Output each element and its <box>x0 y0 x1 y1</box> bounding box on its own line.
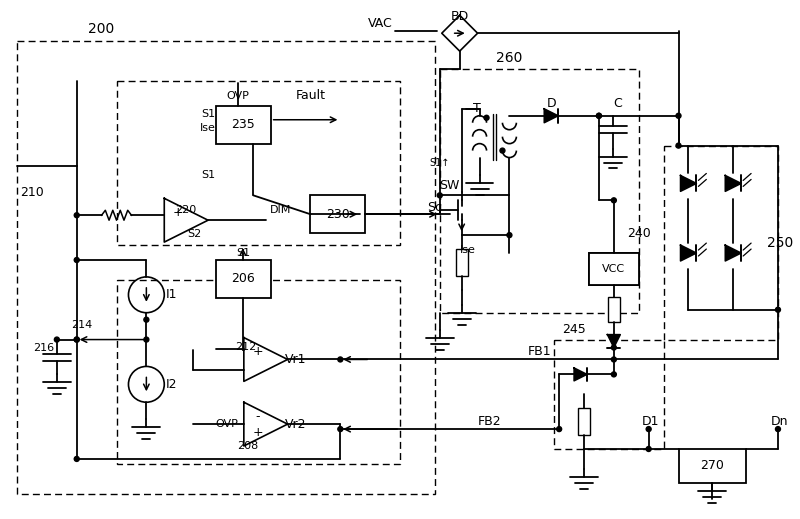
Text: SW: SW <box>439 179 460 192</box>
Polygon shape <box>607 335 620 348</box>
Text: Ise: Ise <box>460 245 475 255</box>
Text: 235: 235 <box>231 118 255 131</box>
Text: +: + <box>253 345 263 358</box>
Circle shape <box>597 113 602 118</box>
Bar <box>216 106 270 144</box>
Circle shape <box>611 357 616 362</box>
Bar <box>310 195 365 233</box>
Circle shape <box>611 372 616 377</box>
Text: I2: I2 <box>166 378 177 391</box>
Bar <box>663 146 778 339</box>
Text: Vr2: Vr2 <box>285 418 306 431</box>
Text: -: - <box>255 409 260 422</box>
Text: 270: 270 <box>700 459 724 472</box>
Bar <box>117 280 400 464</box>
Text: 200: 200 <box>89 22 114 36</box>
Text: Ise: Ise <box>200 122 216 133</box>
Bar <box>578 408 590 435</box>
Circle shape <box>775 427 781 432</box>
Bar <box>456 249 468 276</box>
Text: S1↑: S1↑ <box>430 158 450 168</box>
Text: BD: BD <box>450 10 469 23</box>
Circle shape <box>338 357 343 362</box>
Text: S1: S1 <box>236 248 250 258</box>
Text: 250: 250 <box>767 236 793 250</box>
Circle shape <box>144 317 149 322</box>
Bar <box>216 260 270 298</box>
Circle shape <box>74 337 79 342</box>
Circle shape <box>611 345 616 350</box>
Circle shape <box>646 427 651 432</box>
Text: 230: 230 <box>326 208 350 221</box>
Text: +: + <box>253 426 263 439</box>
Circle shape <box>74 257 79 263</box>
Text: 220: 220 <box>175 206 197 215</box>
Text: T: T <box>473 102 481 115</box>
Text: Vr1: Vr1 <box>285 353 306 366</box>
Polygon shape <box>574 368 587 381</box>
Text: +: + <box>173 206 183 218</box>
Text: I1: I1 <box>166 289 177 302</box>
Circle shape <box>144 337 149 342</box>
Polygon shape <box>681 175 697 192</box>
Text: 245: 245 <box>562 323 586 336</box>
Circle shape <box>54 337 59 342</box>
Circle shape <box>484 115 489 120</box>
Text: Sc: Sc <box>427 201 442 214</box>
Circle shape <box>676 143 681 148</box>
Text: D: D <box>546 98 556 111</box>
Circle shape <box>611 198 616 203</box>
Circle shape <box>74 213 79 218</box>
Text: 214: 214 <box>71 320 92 330</box>
Text: DIM: DIM <box>270 206 291 215</box>
Bar <box>678 449 746 483</box>
Circle shape <box>500 148 505 153</box>
Text: Fault: Fault <box>295 89 326 102</box>
Text: S1: S1 <box>201 109 215 119</box>
Circle shape <box>646 446 651 452</box>
Bar <box>608 297 620 322</box>
Bar <box>17 41 435 494</box>
Text: 212: 212 <box>235 342 257 351</box>
Circle shape <box>557 427 562 432</box>
Text: 208: 208 <box>237 441 258 451</box>
Text: FB2: FB2 <box>478 415 502 428</box>
Text: S2: S2 <box>187 229 202 239</box>
Circle shape <box>597 113 602 118</box>
Text: Dn: Dn <box>771 415 789 428</box>
Bar <box>589 253 638 285</box>
Circle shape <box>775 307 781 312</box>
Circle shape <box>676 113 681 118</box>
Text: 260: 260 <box>496 51 522 65</box>
Polygon shape <box>544 109 558 122</box>
Text: S1: S1 <box>201 170 215 181</box>
Text: OVP: OVP <box>226 91 250 101</box>
Text: VAC: VAC <box>368 17 393 30</box>
Bar <box>554 339 663 449</box>
Text: C: C <box>614 98 622 111</box>
Text: D1: D1 <box>642 415 659 428</box>
Circle shape <box>507 233 512 238</box>
Circle shape <box>74 337 79 342</box>
Text: 240: 240 <box>627 227 650 240</box>
Text: FB1: FB1 <box>527 345 551 358</box>
Polygon shape <box>726 245 741 261</box>
Text: VCC: VCC <box>602 264 626 274</box>
Bar <box>117 81 400 245</box>
Polygon shape <box>726 175 741 192</box>
Polygon shape <box>681 245 697 261</box>
Circle shape <box>74 456 79 461</box>
Text: 206: 206 <box>231 272 254 285</box>
Bar <box>589 253 638 285</box>
Text: 210: 210 <box>20 186 44 199</box>
Circle shape <box>438 193 442 198</box>
Circle shape <box>338 427 343 432</box>
Text: OVP: OVP <box>215 419 238 429</box>
Text: 216: 216 <box>34 343 54 352</box>
Bar <box>440 69 638 313</box>
